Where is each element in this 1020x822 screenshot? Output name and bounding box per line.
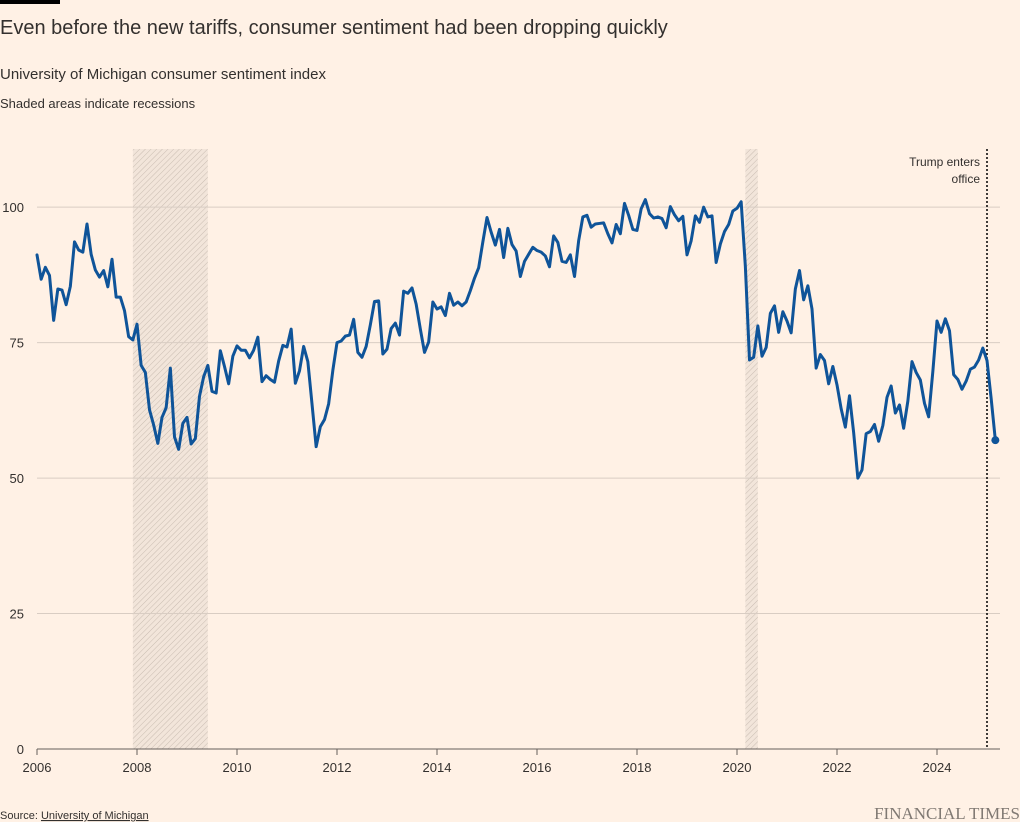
subtitle: University of Michigan consumer sentimen…: [0, 66, 326, 83]
x-tick-label: 2006: [23, 760, 52, 775]
source: Source: University of Michigan: [0, 810, 149, 822]
annotation-text: Trump enters: [909, 155, 980, 169]
brand-bar: [0, 0, 60, 4]
end-dot: [991, 436, 1000, 445]
x-tick-label: 2010: [223, 760, 252, 775]
y-tick-label: 50: [10, 471, 24, 486]
note: Shaded areas indicate recessions: [0, 96, 196, 111]
annotation-text: office: [952, 172, 981, 186]
x-tick-label: 2024: [923, 760, 952, 775]
x-tick-label: 2018: [623, 760, 652, 775]
y-tick-label: 0: [17, 742, 24, 757]
y-tick-label: 100: [2, 200, 24, 215]
recession-band: [132, 149, 208, 749]
y-tick-label: 75: [10, 336, 24, 351]
x-tick-label: 2012: [323, 760, 352, 775]
chart-title: Even before the new tariffs, consumer se…: [0, 17, 668, 39]
y-tick-label: 25: [10, 607, 24, 622]
x-tick-label: 2022: [823, 760, 852, 775]
x-tick-label: 2016: [523, 760, 552, 775]
x-tick-label: 2014: [423, 760, 452, 775]
series-line: [35, 198, 997, 480]
brand: FINANCIAL TIMES: [874, 804, 1020, 822]
source-label: Source:: [0, 810, 38, 822]
recession-band: [745, 149, 758, 749]
x-tick-label: 2008: [123, 760, 152, 775]
x-tick-label: 2020: [723, 760, 752, 775]
source-link[interactable]: University of Michigan: [41, 810, 149, 822]
